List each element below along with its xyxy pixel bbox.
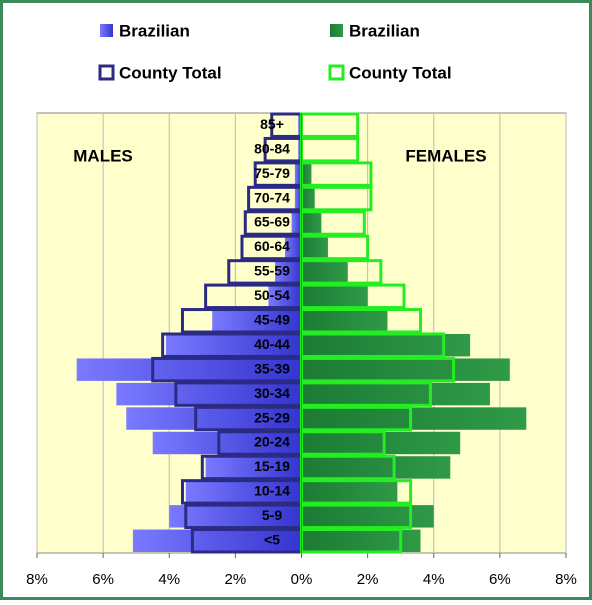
age-label: <5: [264, 531, 280, 547]
bar: [165, 334, 302, 357]
bar: [298, 138, 302, 161]
bar: [301, 187, 315, 210]
bar: [185, 480, 302, 504]
age-label: 50-54: [254, 287, 290, 303]
bar: [294, 187, 302, 210]
x-tick-label: 4%: [158, 571, 180, 588]
bar: [301, 456, 451, 479]
bar: [284, 236, 302, 259]
legend-label: Brazilian: [119, 21, 190, 40]
age-label: 70-74: [254, 189, 290, 205]
age-label: 55-59: [254, 263, 290, 279]
bar: [294, 162, 302, 186]
bar: [298, 114, 302, 137]
age-label: 85+: [260, 116, 284, 132]
age-label: 10-14: [254, 483, 290, 499]
x-tick-label: 8%: [555, 571, 577, 588]
bar: [132, 529, 302, 552]
age-label: 80-84: [254, 140, 290, 156]
x-tick-label: 2%: [225, 571, 247, 588]
bar: [301, 309, 388, 332]
age-label: 20-24: [254, 434, 290, 450]
bar: [169, 505, 302, 528]
legend-swatch: [330, 24, 343, 37]
bar: [76, 358, 302, 381]
x-tick-label: 2%: [357, 571, 379, 588]
legend-label: County Total: [119, 63, 222, 82]
x-tick-label: 8%: [26, 571, 48, 588]
bar: [301, 211, 322, 235]
x-tick-label: 6%: [92, 571, 114, 588]
bar: [301, 382, 490, 406]
age-label: 5-9: [262, 507, 282, 523]
bar: [152, 431, 302, 455]
age-label: 15-19: [254, 458, 290, 474]
legend-swatch: [100, 24, 113, 37]
age-label: 65-69: [254, 214, 290, 230]
bar: [301, 260, 348, 284]
age-label: 60-64: [254, 238, 290, 254]
annotation: MALES: [73, 146, 133, 165]
bar: [205, 456, 302, 479]
bar: [268, 285, 302, 308]
bar: [301, 285, 368, 308]
legend-swatch: [328, 64, 345, 81]
age-label: 30-34: [254, 385, 290, 401]
bar: [301, 407, 527, 430]
legend-label: County Total: [349, 63, 452, 82]
x-tick-label: 0%: [291, 571, 313, 588]
bar: [301, 431, 461, 455]
bar: [301, 334, 471, 357]
bar: [212, 309, 302, 332]
age-label: 25-29: [254, 409, 290, 425]
legend-label: Brazilian: [349, 21, 420, 40]
age-label: 45-49: [254, 311, 290, 327]
age-label: 35-39: [254, 360, 290, 376]
age-label: 40-44: [254, 336, 290, 352]
annotation: FEMALES: [405, 146, 486, 165]
legend-swatch: [98, 64, 115, 81]
bar: [301, 358, 510, 381]
bar: [116, 382, 302, 406]
bar: [301, 162, 312, 186]
bar: [275, 260, 302, 284]
bar: [301, 529, 421, 552]
x-tick-label: 6%: [489, 571, 511, 588]
x-tick-label: 4%: [423, 571, 445, 588]
bar: [301, 505, 434, 528]
bar: [301, 480, 398, 504]
bar: [301, 236, 328, 259]
bar: [126, 407, 302, 430]
age-label: 75-79: [254, 165, 290, 181]
bar: [291, 211, 302, 235]
